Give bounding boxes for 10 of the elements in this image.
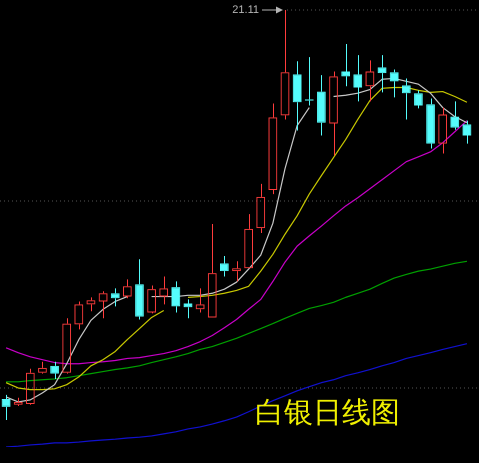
text: 白银日线图 [255, 394, 400, 431]
candlestick [341, 44, 350, 87]
candlestick [171, 280, 180, 314]
annotation: 21.11 [232, 4, 260, 16]
candlestick [378, 54, 386, 93]
candlestick [317, 74, 326, 136]
candlestick [426, 98, 435, 150]
candlestick [135, 258, 144, 320]
candlestick [292, 60, 302, 132]
candlestick [184, 298, 192, 319]
